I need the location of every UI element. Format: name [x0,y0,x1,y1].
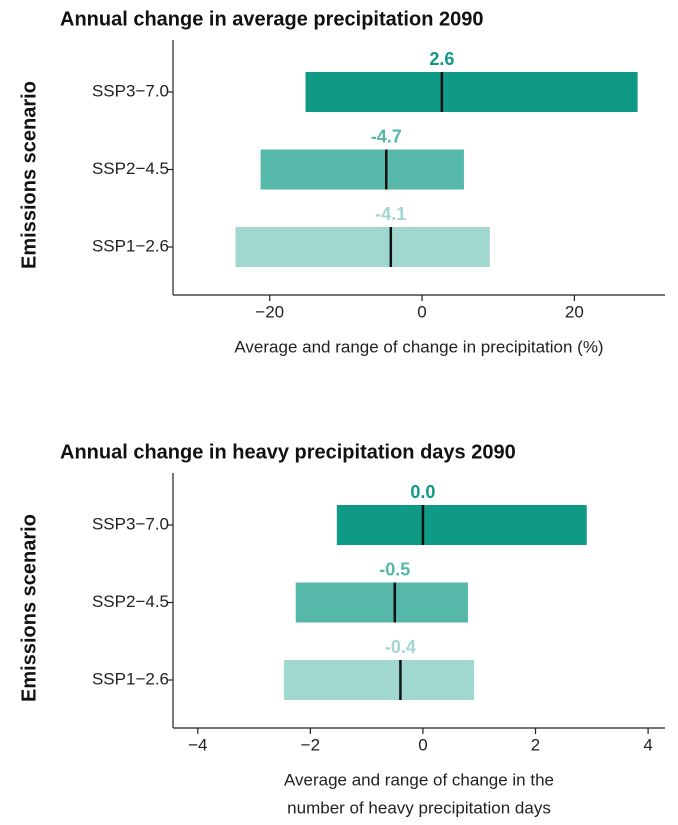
y-tick-label: SSP1−2.6 [92,236,169,255]
y-tick-label: SSP3−7.0 [92,514,169,533]
x-tick-label: 0 [417,302,426,321]
range-bar [305,72,638,112]
value-label: -0.4 [385,637,416,657]
range-bar [336,505,587,545]
x-tick-label: 4 [643,735,652,754]
y-tick-label: SSP3−7.0 [92,81,169,100]
range-bar [260,149,464,190]
range-bar [235,227,490,267]
x-axis-label: Average and range of change in the [284,770,554,789]
y-tick-label: SSP2−4.5 [92,159,169,178]
x-axis-label: number of heavy precipitation days [287,798,551,817]
x-axis-label: Average and range of change in precipita… [234,337,603,356]
range-bar [295,582,468,623]
value-label: 0.0 [410,482,435,502]
y-tick-label: SSP1−2.6 [92,669,169,688]
chart-title: Annual change in heavy precipitation day… [60,441,516,463]
value-label: -4.7 [371,126,402,146]
x-tick-label: 20 [565,302,584,321]
value-label: -0.5 [379,559,410,579]
value-label: -4.1 [375,204,406,224]
x-tick-label: 0 [418,735,427,754]
value-label: 2.6 [429,49,454,69]
x-tick-label: 2 [531,735,540,754]
y-axis-label: Emissions scenario [18,514,40,702]
x-tick-label: −2 [301,735,320,754]
x-tick-label: −20 [255,302,284,321]
chart-title: Annual change in average precipitation 2… [60,8,483,30]
x-tick-label: −4 [188,735,207,754]
y-tick-label: SSP2−4.5 [92,592,169,611]
y-axis-label: Emissions scenario [18,81,40,269]
range-bar [283,660,475,700]
